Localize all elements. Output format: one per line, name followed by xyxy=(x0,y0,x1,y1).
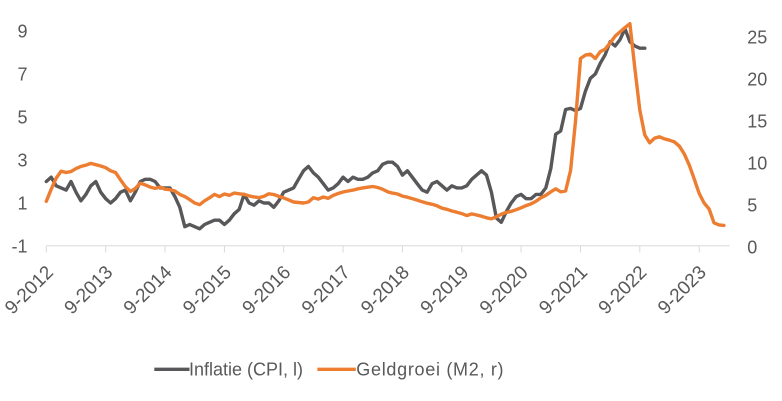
svg-text:Inflatie (CPI, l): Inflatie (CPI, l) xyxy=(189,360,303,380)
svg-text:15: 15 xyxy=(747,111,767,131)
svg-text:9: 9 xyxy=(17,22,27,42)
svg-text:5: 5 xyxy=(17,108,27,128)
svg-text:20: 20 xyxy=(747,69,767,89)
svg-text:7: 7 xyxy=(17,65,27,85)
svg-text:10: 10 xyxy=(747,153,767,173)
svg-text:-1: -1 xyxy=(11,237,27,257)
svg-text:Geldgroei (M2, r): Geldgroei (M2, r) xyxy=(356,360,504,380)
svg-text:25: 25 xyxy=(747,27,767,47)
svg-text:0: 0 xyxy=(747,237,757,257)
svg-text:1: 1 xyxy=(17,194,27,214)
svg-text:5: 5 xyxy=(747,195,757,215)
svg-text:3: 3 xyxy=(17,151,27,171)
